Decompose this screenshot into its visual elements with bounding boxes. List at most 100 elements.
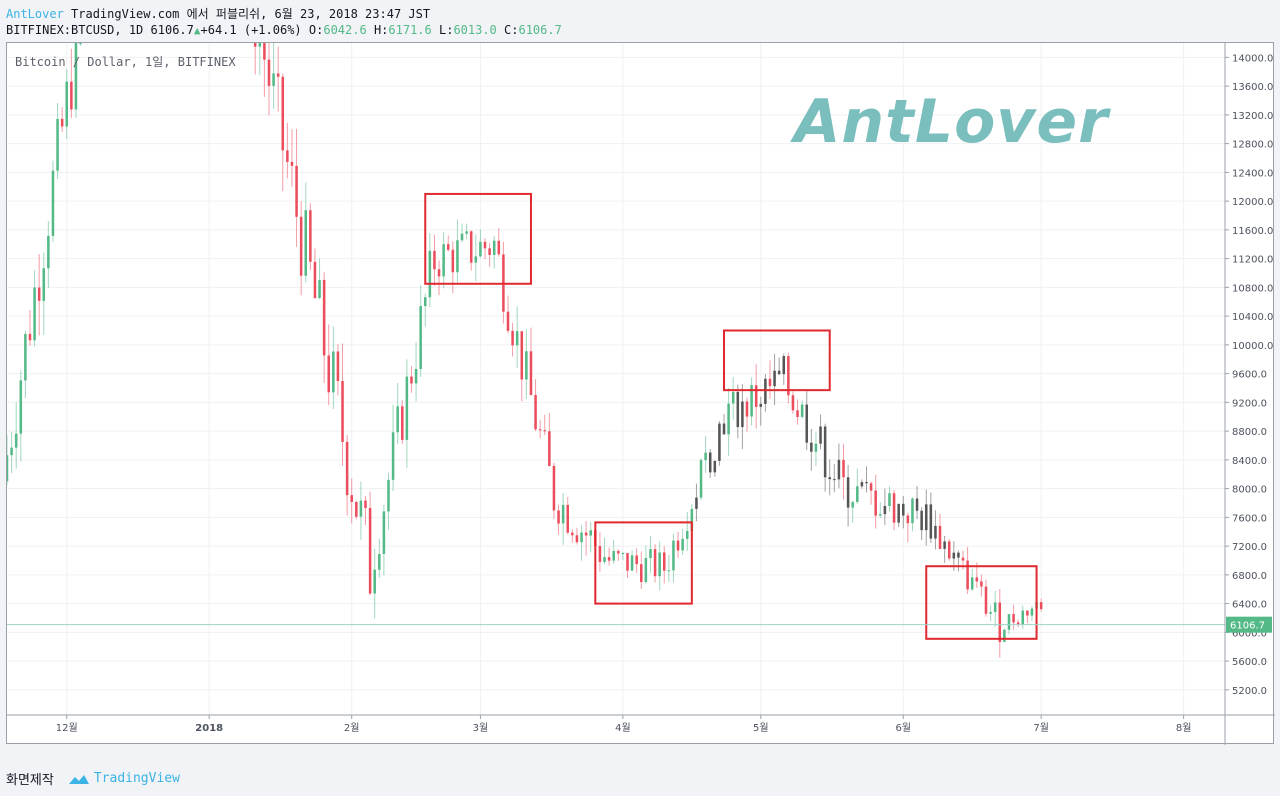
candle-body	[879, 514, 882, 516]
candle-body	[253, 43, 257, 47]
candle-body	[290, 161, 294, 166]
candle-body	[777, 370, 781, 375]
candle-body	[681, 538, 684, 551]
candle-body	[396, 406, 399, 433]
candle-body	[33, 287, 36, 341]
candle-body	[368, 508, 372, 594]
price-chart[interactable]: 5200.0 5600.0 6000.0 6400.0 6800.0 7200.0 7600…	[7, 43, 1275, 745]
candle-body	[469, 231, 473, 263]
candle-body	[529, 351, 533, 396]
candle-body	[410, 376, 413, 384]
y-tick-label: 10800.0	[1232, 283, 1273, 294]
x-tick-label: 12월	[56, 722, 78, 734]
y-tick-label: 7200.0	[1232, 542, 1267, 553]
candle-body	[874, 490, 877, 516]
y-tick-label: 9200.0	[1232, 398, 1267, 409]
candle-body	[685, 531, 689, 539]
candle-body	[391, 432, 395, 480]
y-tick-label: 8400.0	[1232, 456, 1267, 467]
footer-made-with: 화면제작	[6, 773, 54, 788]
candle-body	[433, 250, 436, 270]
candle-body	[617, 551, 620, 554]
published-text: TradingView.com 에서 퍼블리쉬, 6월 23, 2018 23:…	[71, 7, 431, 21]
candle-body	[79, 43, 82, 44]
candle-body	[764, 378, 767, 404]
y-tick-label: 5600.0	[1232, 657, 1267, 668]
chart-panel[interactable]: 5200.0 5600.0 6000.0 6400.0 6800.0 7200.0 7600…	[6, 42, 1275, 745]
candle-body	[341, 381, 344, 442]
candle-body	[267, 59, 271, 86]
candle-body	[281, 76, 285, 151]
author-link[interactable]: AntLover	[6, 7, 64, 21]
tradingview-brand: TradingView	[93, 771, 180, 786]
candle-body	[534, 395, 537, 430]
candle-body	[975, 577, 979, 582]
candle-body	[336, 351, 340, 382]
candle-body	[37, 287, 41, 301]
candle-body	[727, 403, 730, 435]
candle-body	[966, 560, 969, 590]
candle-body	[373, 569, 376, 594]
candle-body	[332, 351, 335, 393]
candle-body	[626, 553, 629, 571]
y-tick-label: 13200.0	[1232, 111, 1273, 122]
candle-body	[957, 552, 960, 558]
candle-body	[833, 479, 836, 481]
y-tick-label: 9600.0	[1232, 370, 1267, 381]
last-price: 6106.7	[150, 23, 194, 37]
candle-body	[70, 81, 73, 110]
candle-body	[359, 500, 363, 517]
y-tick-label: 11600.0	[1232, 226, 1273, 237]
candle-body	[428, 250, 432, 298]
highlight-box	[424, 192, 532, 285]
candle-body	[382, 511, 386, 554]
candle-body	[989, 612, 992, 614]
candle-body	[1016, 622, 1020, 625]
candle-body	[60, 118, 64, 127]
candle-body	[437, 269, 441, 277]
candle-body	[837, 459, 841, 480]
tradingview-logo[interactable]: TradingView	[68, 771, 180, 786]
close-value: 6106.7	[518, 23, 562, 37]
candle-body	[313, 261, 317, 298]
candle-body	[768, 378, 772, 387]
candle-body	[1007, 614, 1011, 630]
candle-body	[980, 581, 983, 587]
candle-body	[984, 586, 988, 614]
candle-body	[653, 549, 657, 577]
candle-body	[442, 244, 445, 277]
candle-body	[869, 483, 873, 491]
candle-body	[934, 525, 937, 539]
candle-body	[580, 532, 583, 543]
candle-body	[561, 504, 565, 524]
candle-body	[272, 73, 275, 86]
candle-body	[842, 459, 845, 478]
candle-body	[649, 549, 652, 559]
candle-body	[525, 351, 528, 380]
candle-body	[970, 577, 974, 590]
candle-body	[1012, 614, 1015, 623]
y-tick-label: 12400.0	[1232, 168, 1273, 179]
current-price-label: 6106.7	[1230, 621, 1265, 632]
up-arrow-icon: ▲	[193, 24, 201, 37]
candle-body	[860, 482, 864, 487]
y-tick-label: 8800.0	[1232, 427, 1267, 438]
candle-body	[318, 279, 321, 298]
candle-body	[902, 503, 905, 516]
y-tick-label: 12800.0	[1232, 140, 1273, 151]
candle-body	[378, 553, 381, 570]
y-tick-label: 6800.0	[1232, 571, 1267, 582]
candle-body	[662, 552, 666, 571]
candle-body	[543, 430, 547, 432]
y-tick-label: 14000.0	[1232, 53, 1273, 64]
y-tick-label: 5200.0	[1232, 686, 1267, 697]
x-tick-label: 3월	[473, 722, 489, 734]
candle-body	[612, 551, 615, 561]
candle-body	[938, 525, 942, 549]
candle-body	[906, 515, 910, 524]
candle-body	[943, 541, 946, 549]
candle-body	[998, 602, 1002, 642]
y-tick-label: 13600.0	[1232, 82, 1273, 93]
x-tick-label: 4월	[615, 722, 631, 734]
x-tick-label: 2월	[344, 722, 360, 734]
